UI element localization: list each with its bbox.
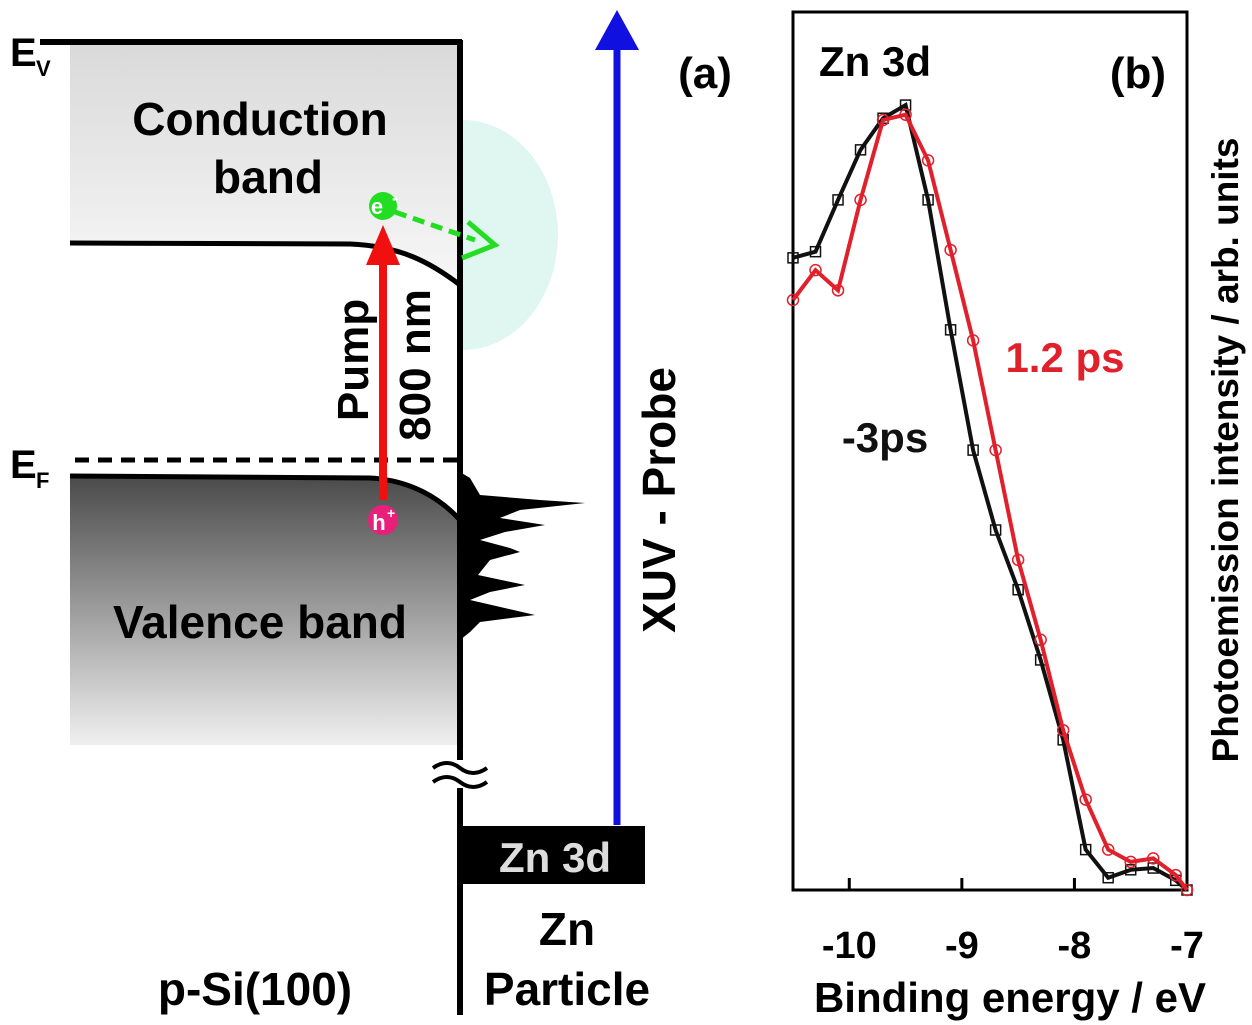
data-point: [854, 193, 867, 207]
x-tick-label: -9: [945, 925, 979, 967]
ef-subscript: F: [36, 468, 49, 493]
data-point: [944, 243, 957, 257]
series-label: -3ps: [842, 414, 928, 461]
substrate-label: p-Si(100): [158, 963, 352, 1015]
data-point: [809, 245, 822, 258]
electron-charge: -: [392, 188, 398, 208]
x-tick-label: -10: [822, 925, 877, 967]
axis-break: [431, 761, 489, 789]
series-line: [791, 112, 1189, 892]
data-point: [1147, 862, 1159, 874]
data-point: [1012, 583, 1024, 596]
ev-label: E: [10, 31, 37, 75]
probe-arrowhead: [595, 10, 639, 50]
data-point: [989, 524, 1002, 536]
data-point: [944, 324, 957, 336]
x-tick-label: -7: [1170, 925, 1204, 967]
data-point: [1180, 883, 1194, 897]
data-point: [966, 334, 980, 347]
conduction-label: Conduction: [132, 93, 388, 145]
ev-subscript: V: [36, 56, 51, 81]
data-point: [786, 293, 800, 307]
y-axis-label: Photoemission intensity / arb. units: [1205, 138, 1246, 763]
transfer-arrowhead: [461, 220, 500, 261]
data-point: [1124, 864, 1137, 876]
ef-label: E: [10, 443, 37, 487]
data-point: [1101, 843, 1115, 856]
valence-label: Valence band: [113, 596, 407, 648]
conduction-label: band: [213, 151, 323, 203]
pump-arrowhead: [366, 225, 400, 265]
data-point: [967, 444, 979, 456]
conduction-edge: [69, 240, 462, 287]
hole-label: h: [372, 510, 385, 535]
series-line: [792, 101, 1189, 892]
hole: [368, 505, 398, 535]
particle-label: Particle: [484, 963, 650, 1015]
data-point: [831, 284, 845, 297]
data-point: [809, 263, 822, 277]
data-point: [1034, 633, 1047, 647]
data-point: [876, 113, 890, 127]
data-point: [1146, 852, 1160, 865]
electron: [369, 192, 397, 220]
interface-region: [463, 120, 558, 350]
probe-label: XUV - Probe: [633, 367, 685, 633]
plot-frame: [791, 10, 1189, 892]
data-point: [899, 108, 912, 121]
chart-title: Zn 3d: [819, 38, 931, 85]
transfer-arrow: [394, 209, 476, 243]
hole-charge: +: [387, 505, 395, 521]
valence-edge: [69, 473, 462, 522]
series-label: 1.2 ps: [1005, 334, 1124, 381]
data-point: [854, 144, 867, 156]
panel-label: (b): [1110, 49, 1166, 98]
conduction-band: [70, 42, 460, 285]
electron-label: e: [371, 194, 383, 219]
zn-level-box: [460, 826, 645, 884]
wavelength-label: 800 nm: [391, 289, 440, 441]
data-point: [1102, 871, 1114, 884]
data-point: [922, 194, 934, 206]
data-point: [1011, 553, 1025, 567]
data-point: [989, 443, 1002, 457]
data-point: [921, 154, 935, 167]
x-axis-label: Binding energy / eV: [814, 974, 1206, 1021]
density-of-states: [460, 472, 585, 640]
data-point: [1079, 793, 1092, 806]
panel-label: (a): [678, 49, 732, 98]
data-point: [1124, 855, 1137, 869]
data-point: [899, 99, 912, 111]
x-tick-label: -8: [1058, 925, 1092, 967]
data-point: [787, 252, 799, 264]
pump-label: Pump: [329, 299, 378, 421]
zn-level-label: Zn 3d: [499, 834, 611, 881]
data-point: [1079, 843, 1092, 856]
data-point: [1169, 868, 1182, 882]
valence-band: [70, 476, 460, 745]
data-point: [832, 194, 844, 206]
data-point: [1056, 723, 1070, 737]
particle-label: Zn: [539, 903, 595, 955]
